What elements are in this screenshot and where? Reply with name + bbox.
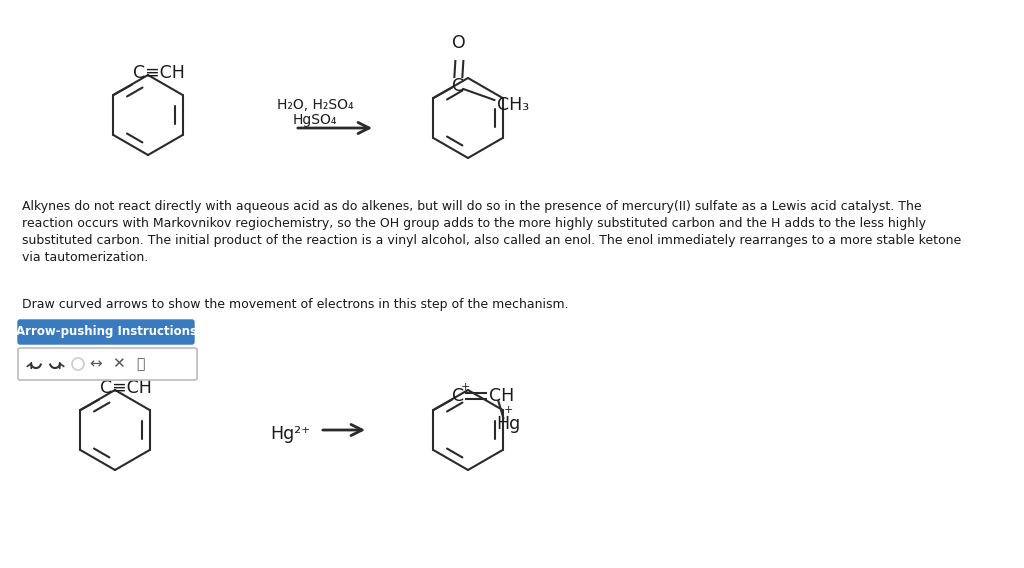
Text: Alkynes do not react directly with aqueous acid as do alkenes, but will do so in: Alkynes do not react directly with aqueo… [22, 200, 922, 213]
Text: C: C [453, 387, 465, 405]
Text: C≡CH: C≡CH [133, 64, 185, 82]
Text: O: O [453, 34, 466, 52]
Text: HgSO₄: HgSO₄ [293, 113, 337, 127]
Text: Draw curved arrows to show the movement of electrons in this step of the mechani: Draw curved arrows to show the movement … [22, 298, 568, 311]
Text: C≡CH: C≡CH [100, 379, 153, 397]
Text: Hg²⁺: Hg²⁺ [270, 425, 310, 443]
Text: ⬜: ⬜ [136, 357, 144, 371]
Text: CH₃: CH₃ [498, 96, 529, 114]
Text: Arrow-pushing Instructions: Arrow-pushing Instructions [15, 325, 197, 339]
Text: H₂O, H₂SO₄: H₂O, H₂SO₄ [276, 98, 353, 112]
FancyBboxPatch shape [18, 348, 197, 380]
Text: CH: CH [489, 387, 515, 405]
Text: ✕: ✕ [112, 357, 124, 371]
Text: +: + [504, 405, 513, 415]
Text: Hg: Hg [497, 415, 520, 433]
Text: reaction occurs with Markovnikov regiochemistry, so the OH group adds to the mor: reaction occurs with Markovnikov regioch… [22, 217, 926, 230]
FancyBboxPatch shape [18, 320, 194, 344]
Text: +: + [461, 382, 470, 392]
Text: via tautomerization.: via tautomerization. [22, 251, 148, 264]
Text: substituted carbon. The initial product of the reaction is a vinyl alcohol, also: substituted carbon. The initial product … [22, 234, 962, 247]
Text: C: C [453, 77, 465, 95]
Text: ↔: ↔ [90, 357, 102, 371]
